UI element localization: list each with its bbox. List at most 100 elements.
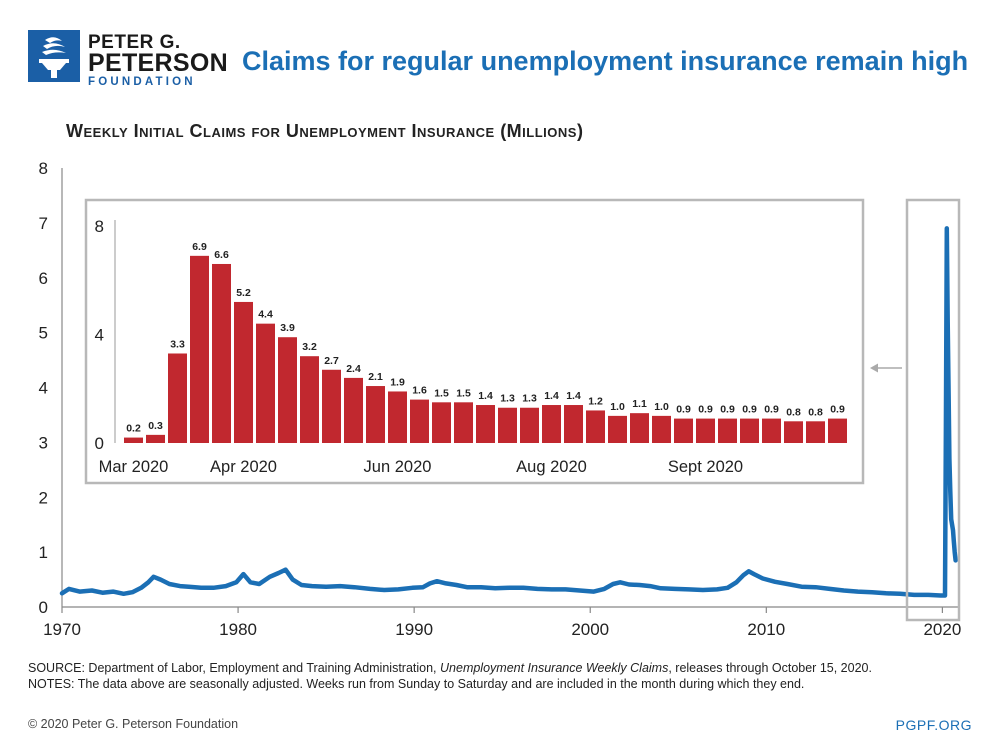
y-tick-label: 3 (39, 433, 48, 452)
inset-bar (234, 301, 253, 443)
inset-bar (366, 386, 385, 443)
inset-bar (476, 405, 495, 443)
inset-bar (344, 377, 363, 443)
inset-bar-label: 0.9 (764, 404, 779, 416)
inset-bar-label: 6.6 (214, 249, 229, 261)
inset-bar (388, 391, 407, 443)
x-tick-label: 1990 (395, 620, 433, 639)
inset-bar-label: 2.7 (324, 355, 339, 367)
inset-bar-label: 6.9 (192, 241, 207, 253)
inset-bar (278, 337, 297, 443)
inset-bar-label: 0.9 (720, 404, 735, 416)
inset-bar (168, 353, 187, 443)
x-tick-label: 2020 (923, 620, 961, 639)
inset-bar-label: 3.3 (170, 338, 185, 350)
x-tick-label: 1970 (43, 620, 81, 639)
inset-bar-label: 1.5 (456, 387, 471, 399)
x-tick-label: 1980 (219, 620, 257, 639)
inset-bar-label: 0.9 (698, 404, 713, 416)
inset-bar (586, 410, 605, 443)
inset-x-tick-label: Sept 2020 (668, 458, 743, 476)
inset-bar-label: 3.2 (302, 341, 317, 353)
inset-bar (454, 402, 473, 443)
main-line-chart: 0 1 2 3 4 5 6 7 8 1970 1980 1990 2000 2010 2020 (39, 159, 962, 639)
claims-line (59, 226, 958, 598)
inset-bar-label: 1.4 (478, 390, 493, 402)
inset-bar (564, 405, 583, 443)
inset-y-tick-label: 4 (95, 326, 104, 345)
peterson-foundation-logo: PETER G. PETERSON FOUNDATION (28, 30, 228, 90)
y-tick-label: 8 (39, 159, 48, 178)
inset-bar-label: 5.2 (236, 287, 251, 299)
inset-bar-label: 0.8 (786, 406, 801, 418)
inset-bar (322, 369, 341, 443)
inset-bar (542, 405, 561, 443)
y-tick-label: 6 (39, 269, 48, 288)
unemployment-claims-chart: 0 1 2 3 4 5 6 7 8 1970 1980 1990 2000 2010 2020 0 4 8 0.2… (39, 159, 962, 639)
logo-line-2: PETERSON (88, 49, 228, 77)
source-prefix: SOURCE: Department of Labor, Employment … (28, 661, 437, 675)
inset-bar-label: 1.9 (390, 376, 405, 388)
inset-bar (828, 418, 847, 443)
inset-x-tick-label: Mar 2020 (99, 458, 169, 476)
y-tick-label: 1 (39, 543, 48, 562)
inset-bar-label: 1.2 (588, 395, 603, 407)
copyright: © 2020 Peter G. Peterson Foundation (28, 717, 239, 731)
inset-bar (256, 323, 275, 443)
inset-bar-chart: 0 4 8 0.2 0.3 3.3 6.9 6.6 5.2 4.4 3.9 3.2 2.7 2.4 2.1 1… (84, 198, 865, 485)
inset-bar-label: 0.9 (830, 404, 845, 416)
arrowhead-icon (870, 363, 878, 373)
chart-subtitle: Weekly Initial Claims for Unemployment I… (66, 121, 584, 141)
inset-x-tick-label: Apr 2020 (210, 458, 277, 476)
y-tick-label: 5 (39, 324, 48, 343)
inset-bar (740, 418, 759, 443)
source-note: SOURCE: Department of Labor, Employment … (28, 660, 973, 676)
inset-bar (410, 399, 429, 443)
inset-bar (300, 356, 319, 443)
inset-x-tick-label: Jun 2020 (364, 458, 432, 476)
inset-y-tick-label: 8 (95, 217, 104, 236)
inset-bar (630, 413, 649, 443)
inset-y-tick-label: 0 (95, 434, 104, 453)
x-tick-label: 2000 (571, 620, 609, 639)
inset-bar-label: 4.4 (258, 309, 273, 321)
inset-bar (190, 255, 209, 443)
inset-bar (784, 421, 803, 443)
inset-bar (520, 407, 539, 443)
inset-bar-label: 2.1 (368, 371, 383, 383)
website-link[interactable]: PGPF.ORG (895, 717, 972, 733)
inset-bar-label: 0.2 (126, 423, 141, 435)
y-tick-label: 4 (39, 379, 48, 398)
inset-bar-label: 1.3 (522, 393, 537, 405)
inset-bar (124, 437, 143, 443)
inset-bar (212, 263, 231, 443)
inset-bar (674, 418, 693, 443)
x-tick-label: 2010 (747, 620, 785, 639)
inset-bar-label: 0.9 (676, 404, 691, 416)
inset-bar-label: 1.1 (632, 398, 647, 410)
y-tick-label: 0 (39, 598, 48, 617)
inset-bar-label: 1.6 (412, 385, 427, 397)
inset-bar (146, 434, 165, 443)
headline: Claims for regular unemployment insuranc… (242, 46, 969, 76)
inset-bar (806, 421, 825, 443)
inset-bar (762, 418, 781, 443)
logo-line-1: PETER G. (88, 32, 181, 53)
inset-bar-label: 1.4 (544, 390, 559, 402)
inset-bar (652, 415, 671, 443)
torch-icon (28, 30, 80, 82)
inset-bar (718, 418, 737, 443)
source-title: Unemployment Insurance Weekly Claims (440, 661, 669, 675)
inset-bar-label: 0.9 (742, 404, 757, 416)
footnotes: SOURCE: Department of Labor, Employment … (28, 660, 973, 692)
inset-bar (498, 407, 517, 443)
inset-bar-label: 1.0 (610, 401, 625, 413)
inset-bar (696, 418, 715, 443)
inset-bar-label: 1.0 (654, 401, 669, 413)
inset-bar-label: 1.4 (566, 390, 581, 402)
y-tick-label: 7 (39, 214, 48, 233)
inset-bar (608, 415, 627, 443)
inset-bar-label: 2.4 (346, 363, 361, 375)
inset-bar-label: 0.8 (808, 406, 823, 418)
source-suffix: , releases through October 15, 2020. (668, 661, 872, 675)
